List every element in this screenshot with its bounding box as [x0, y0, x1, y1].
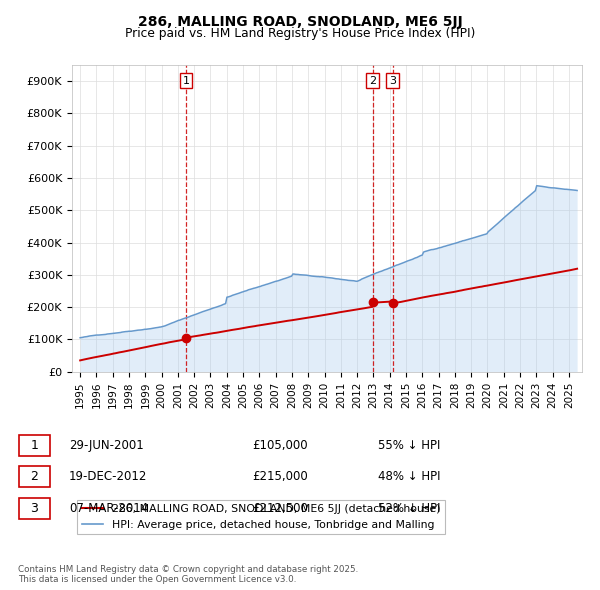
Text: £212,500: £212,500	[252, 502, 308, 515]
FancyBboxPatch shape	[19, 498, 50, 519]
Text: 1: 1	[31, 439, 38, 452]
Text: Contains HM Land Registry data © Crown copyright and database right 2025.
This d: Contains HM Land Registry data © Crown c…	[18, 565, 358, 584]
Text: 286, MALLING ROAD, SNODLAND, ME6 5JJ: 286, MALLING ROAD, SNODLAND, ME6 5JJ	[137, 15, 463, 29]
Text: 19-DEC-2012: 19-DEC-2012	[69, 470, 148, 483]
Legend: 286, MALLING ROAD, SNODLAND, ME6 5JJ (detached house), HPI: Average price, detac: 286, MALLING ROAD, SNODLAND, ME6 5JJ (de…	[77, 500, 445, 534]
Text: 3: 3	[31, 502, 38, 515]
Text: £105,000: £105,000	[252, 439, 308, 452]
Text: 1: 1	[182, 76, 190, 86]
Text: 07-MAR-2014: 07-MAR-2014	[69, 502, 148, 515]
Text: 55% ↓ HPI: 55% ↓ HPI	[378, 439, 440, 452]
Text: £215,000: £215,000	[252, 470, 308, 483]
Text: 2: 2	[369, 76, 376, 86]
Text: 48% ↓ HPI: 48% ↓ HPI	[378, 470, 440, 483]
Text: 3: 3	[389, 76, 396, 86]
Text: 52% ↓ HPI: 52% ↓ HPI	[378, 502, 440, 515]
Text: 29-JUN-2001: 29-JUN-2001	[69, 439, 144, 452]
Text: 2: 2	[31, 470, 38, 483]
FancyBboxPatch shape	[19, 466, 50, 487]
FancyBboxPatch shape	[19, 435, 50, 456]
Text: Price paid vs. HM Land Registry's House Price Index (HPI): Price paid vs. HM Land Registry's House …	[125, 27, 475, 40]
